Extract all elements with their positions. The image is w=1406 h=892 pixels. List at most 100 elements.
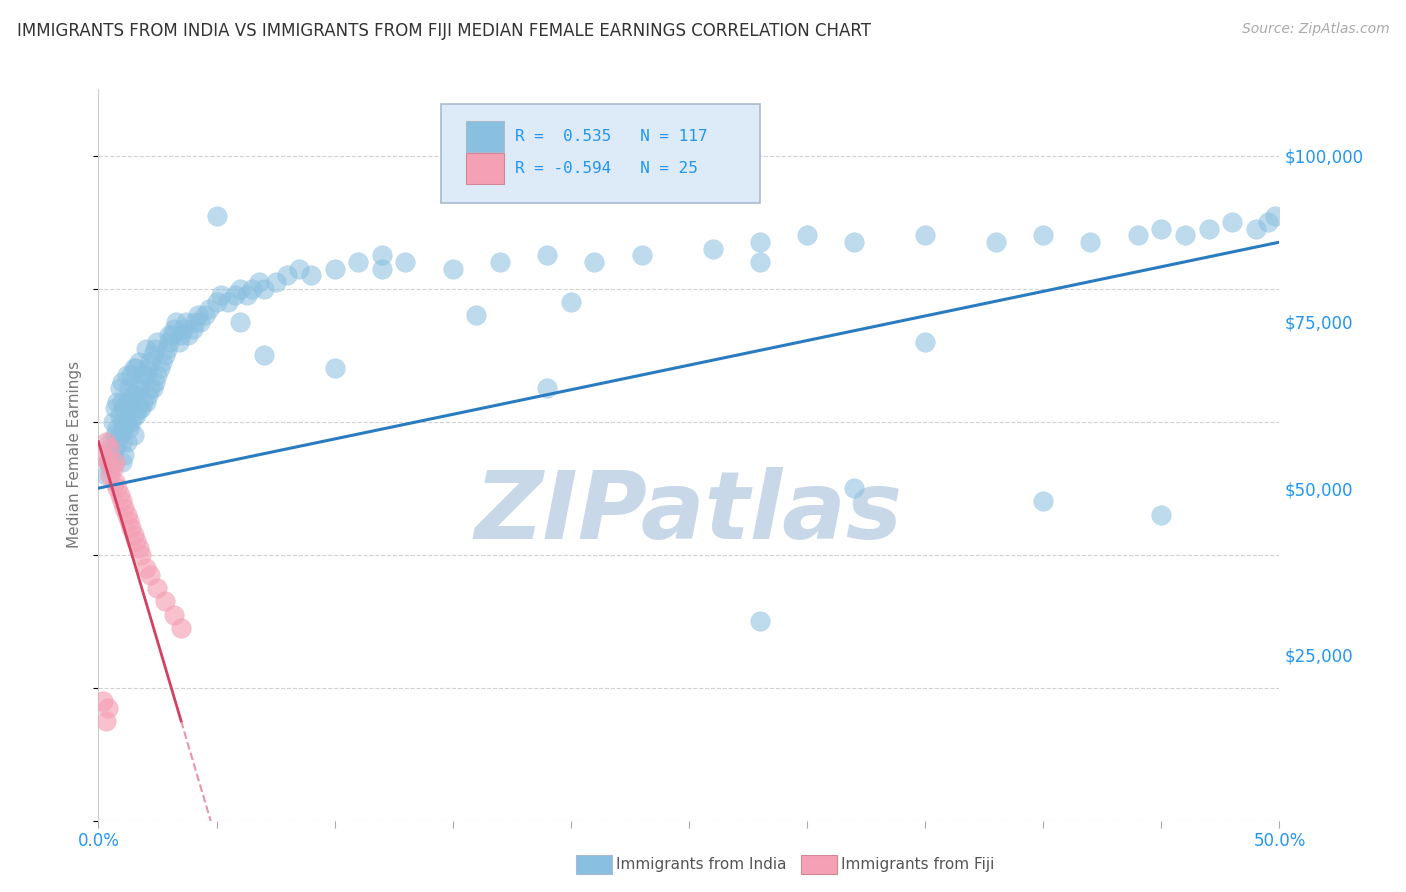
Point [153,348,176,362]
Point [1220,215,1243,229]
Point [146,581,169,595]
Text: Source: ZipAtlas.com: Source: ZipAtlas.com [1241,22,1389,37]
Point [111,375,134,389]
Text: Immigrants from India: Immigrants from India [616,857,786,871]
Point [229,315,252,329]
Point [323,261,346,276]
Point [97,454,120,468]
Point [94,467,117,482]
Point [94,714,117,728]
Point [121,368,143,383]
Point [118,381,141,395]
Point [108,488,131,502]
Point [146,368,169,383]
Point [111,415,134,429]
Point [91,448,114,462]
Point [112,448,135,462]
Point [163,321,186,335]
Point [143,342,166,356]
Point [276,268,298,283]
Point [121,521,143,535]
Point [101,415,124,429]
Point [118,515,141,529]
Point [1032,228,1054,243]
Point [115,394,138,409]
Point [122,361,145,376]
Point [104,454,127,468]
Point [135,368,157,383]
Point [163,607,186,622]
Point [112,401,135,416]
Point [112,501,135,516]
Point [122,428,145,442]
Point [914,334,936,349]
Point [104,442,127,456]
Point [105,481,128,495]
Point [98,461,121,475]
Point [104,428,127,442]
Point [264,275,287,289]
Point [94,434,117,449]
Point [101,448,124,462]
Point [172,321,194,335]
Point [323,361,346,376]
Point [194,308,217,322]
Point [224,288,246,302]
Point [128,381,150,395]
Point [1244,222,1267,236]
Point [115,368,138,383]
Point [115,508,138,522]
Point [98,467,121,482]
Point [132,368,155,383]
Point [104,475,127,489]
Point [139,567,162,582]
Point [465,308,488,322]
Point [125,361,148,376]
Point [205,295,228,310]
Point [170,621,193,635]
Point [844,481,866,495]
Point [115,415,138,429]
Point [184,315,207,329]
Text: R =  0.535   N = 117: R = 0.535 N = 117 [516,129,707,145]
Point [132,394,155,409]
Point [111,394,134,409]
Point [146,334,169,349]
Point [748,614,770,628]
Point [165,315,187,329]
Text: Immigrants from Fiji: Immigrants from Fiji [841,857,994,871]
Point [160,328,183,343]
Point [583,255,606,269]
Point [115,434,138,449]
Point [209,288,232,302]
Point [1174,228,1197,243]
Point [150,355,173,369]
Point [217,295,239,310]
Point [135,561,157,575]
Point [122,527,145,541]
FancyBboxPatch shape [465,121,503,153]
FancyBboxPatch shape [465,153,503,184]
Point [371,261,394,276]
Point [135,394,157,409]
Point [560,295,582,310]
Point [105,394,128,409]
Point [128,541,150,555]
Point [118,421,141,435]
Point [240,282,263,296]
Point [129,375,152,389]
Point [118,401,141,416]
Point [139,381,162,395]
Point [143,375,166,389]
Point [104,401,127,416]
Point [236,288,259,302]
Point [181,321,204,335]
Point [247,275,270,289]
Point [1032,494,1054,508]
Point [394,255,416,269]
Point [796,228,818,243]
Point [441,261,464,276]
Point [112,421,135,435]
Point [149,361,172,376]
Point [111,454,134,468]
